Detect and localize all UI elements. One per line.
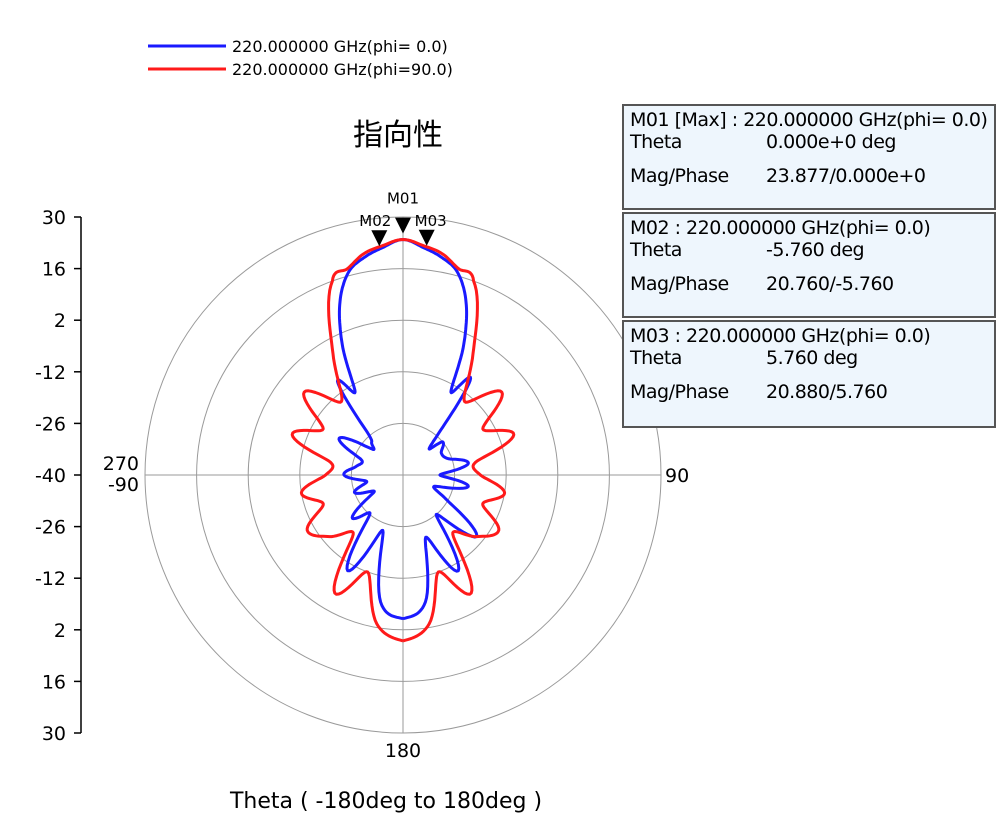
legend-label-phi90: 220.000000 GHz(phi=90.0) (232, 60, 453, 79)
marker-box-m02: M02 : 220.000000 GHz(phi= 0.0) Theta -5.7… (622, 212, 996, 318)
series-line-0 (336, 238, 479, 621)
marker-m01-triangle (395, 217, 411, 234)
radial-axis: 30 16 2 -12 -26 -40 -26 -12 2 16 30 (35, 207, 82, 745)
x-axis-label: Theta ( -180deg to 180deg ) (229, 789, 542, 814)
marker-m03-triangle (418, 229, 435, 246)
marker-box-header: M03 : 220.000000 GHz(phi= 0.0) (630, 325, 931, 347)
mag-phase-label: Mag/Phase (630, 273, 729, 295)
marker-m01-label: M01 (387, 190, 419, 208)
theta-label: Theta (630, 347, 682, 369)
legend: 220.000000 GHz(phi= 0.0) 220.000000 GHz(… (148, 37, 453, 79)
radial-tick-label: 2 (54, 310, 66, 332)
radial-tick-label: 2 (54, 620, 66, 642)
mag-phase-label: Mag/Phase (630, 165, 729, 187)
radial-tick-label: -26 (35, 517, 66, 539)
mag-phase-label: Mag/Phase (630, 381, 729, 403)
radial-tick-label: -12 (35, 568, 66, 590)
marker-m02-label: M02 (359, 212, 391, 230)
legend-label-phi0: 220.000000 GHz(phi= 0.0) (232, 37, 448, 56)
radial-tick-label: -26 (35, 413, 66, 435)
mag-phase-value: 20.880/5.760 (766, 381, 888, 403)
radial-tick-label: -12 (35, 362, 66, 384)
markers: M01 M02 M03 (359, 190, 447, 247)
radial-tick-label: 30 (42, 723, 66, 745)
angle-label-90: 90 (665, 465, 689, 487)
theta-label: Theta (630, 239, 682, 261)
radial-tick-label: 16 (42, 259, 66, 281)
theta-label: Theta (630, 131, 682, 153)
theta-value: 0.000e+0 deg (766, 131, 896, 153)
marker-box-header: M01 [Max] : 220.000000 GHz(phi= 0.0) (630, 109, 988, 131)
series-curves (290, 238, 516, 643)
marker-m02-triangle (371, 230, 388, 247)
chart-title: 指向性 (353, 118, 443, 153)
radial-tick-label: 30 (42, 207, 66, 229)
marker-box-m01: M01 [Max] : 220.000000 GHz(phi= 0.0) The… (622, 104, 996, 210)
radial-tick-label: 16 (42, 671, 66, 693)
angle-label-minus90: -90 (108, 474, 139, 496)
radial-tick-label: -40 (35, 465, 66, 487)
marker-box-header: M02 : 220.000000 GHz(phi= 0.0) (630, 217, 931, 239)
marker-m03-label: M03 (415, 212, 447, 230)
theta-value: -5.760 deg (766, 239, 865, 261)
mag-phase-value: 23.877/0.000e+0 (766, 165, 926, 187)
angle-label-180: 180 (385, 740, 421, 762)
angle-label-270: 270 (103, 453, 139, 475)
theta-value: 5.760 deg (766, 347, 858, 369)
marker-box-m03: M03 : 220.000000 GHz(phi= 0.0) Theta 5.76… (622, 320, 996, 428)
series-line-1 (290, 238, 516, 643)
mag-phase-value: 20.760/-5.760 (766, 273, 894, 295)
